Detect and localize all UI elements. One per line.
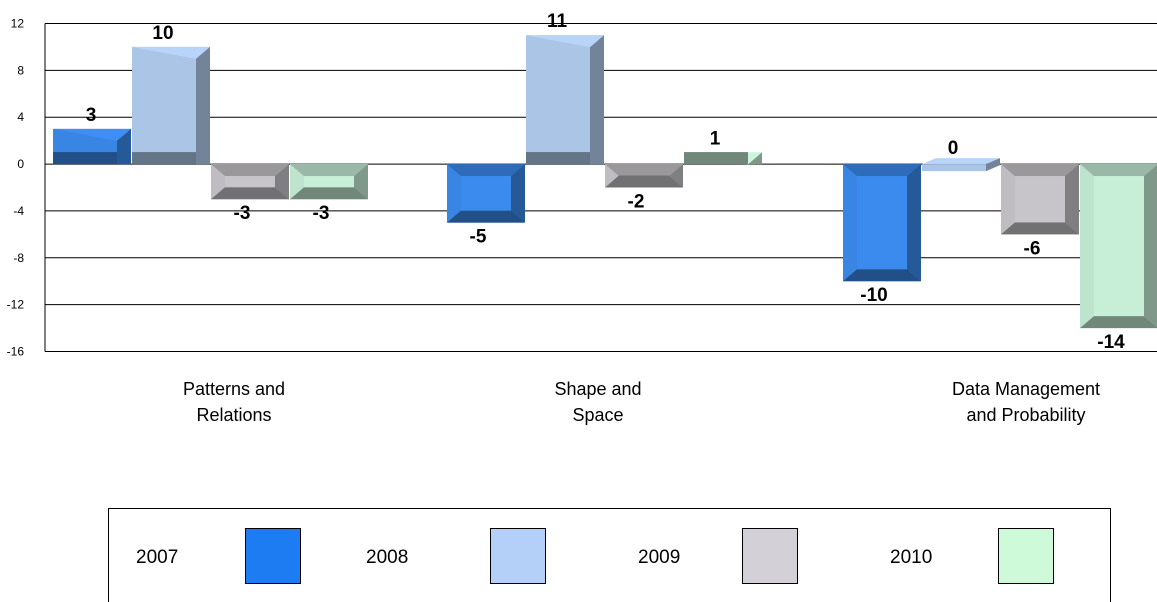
bar-inner-face <box>857 176 907 270</box>
bar-base-face <box>843 269 921 282</box>
bar-base-face <box>290 187 368 200</box>
bar-base-face <box>132 152 196 165</box>
bar-2010-2 <box>1080 164 1157 329</box>
bar-side-face <box>590 35 604 165</box>
bar-inner-face <box>461 176 511 211</box>
bar-top-face <box>1080 164 1157 177</box>
y-tick-label: -12 <box>7 298 25 312</box>
data-label: 10 <box>152 23 173 44</box>
bar-top-face <box>922 158 1000 165</box>
bar-base-face <box>684 152 748 165</box>
y-tick-label: -4 <box>13 204 24 218</box>
bar-2007-1 <box>447 164 525 223</box>
data-label: 1 <box>710 128 721 149</box>
bar-side-face <box>907 164 921 282</box>
category-label-line: Space <box>572 405 624 425</box>
bar-2009-2 <box>1001 164 1079 235</box>
bar-side-face <box>117 128 131 165</box>
legend-label-2007: 2007 <box>136 547 179 568</box>
y-tick-label: 4 <box>17 110 24 124</box>
bar-2007-0 <box>53 128 131 165</box>
bar-top-face <box>1001 164 1079 177</box>
bar-base-face <box>211 187 289 200</box>
bar-side-face <box>275 164 289 200</box>
bar-top-face <box>211 164 289 177</box>
category-label-line: Shape and <box>554 379 642 399</box>
y-tick-label: -8 <box>13 251 24 265</box>
legend-swatch-2008 <box>490 528 546 584</box>
category-label-line: Relations <box>196 405 272 425</box>
bar-2010-0 <box>290 164 368 200</box>
bar-side-face <box>1065 164 1079 235</box>
bar-side-face <box>354 164 368 200</box>
data-label: 3 <box>86 105 97 126</box>
legend-label-2008: 2008 <box>366 547 409 568</box>
bar-side-face <box>196 46 210 165</box>
bar-base-face <box>53 152 117 165</box>
bar-top-face <box>605 164 683 177</box>
bar-inner-face <box>1015 176 1065 223</box>
bar-inner-face <box>1094 176 1144 317</box>
data-label: 11 <box>547 11 568 32</box>
bar-base-face <box>605 175 683 188</box>
bar-2008-0 <box>132 46 210 165</box>
bar-top-face <box>290 164 368 177</box>
bar-2009-1 <box>605 164 683 188</box>
bar-2008-2 <box>922 158 1000 172</box>
category-label-line: Patterns and <box>182 379 286 399</box>
data-label: -2 <box>628 192 645 213</box>
bar-top-face <box>526 35 604 48</box>
y-tick-label: 0 <box>17 157 24 171</box>
bar-2007-2 <box>843 164 921 282</box>
bar-side-face <box>748 152 762 165</box>
bar-top-face <box>53 128 131 141</box>
bar-2009-0 <box>211 164 289 200</box>
bar-top-face <box>843 164 921 177</box>
category-label-shape: Shape and Space <box>498 376 698 428</box>
bar-side-face <box>511 164 525 223</box>
category-label-patterns: Patterns and Relations <box>134 376 334 428</box>
data-label: -6 <box>1024 238 1041 259</box>
category-label-data-management: Data Management and Probability <box>926 376 1126 428</box>
bar-base-face <box>447 210 525 223</box>
y-tick-label: -16 <box>7 345 25 359</box>
data-label: -14 <box>1097 332 1125 353</box>
bar-top-face <box>447 164 525 177</box>
legend-label-2009: 2009 <box>638 547 681 568</box>
data-label: 0 <box>948 138 959 159</box>
legend-swatch-2010 <box>998 528 1054 584</box>
data-label: -3 <box>313 203 330 224</box>
bar-front-face <box>922 164 986 172</box>
legend: 2007 2008 2009 2010 <box>108 508 1111 602</box>
bar-side-face <box>669 164 683 188</box>
data-label: -3 <box>234 203 251 224</box>
chart-plot: 12 8 4 0 -4 -8 -12 -16 3 10 -3 -3 -5 11 -2 1 -10 0 -6 -14 <box>7 11 1157 359</box>
bar-base-face <box>1001 222 1079 235</box>
bar-2010-1 <box>684 152 762 165</box>
data-label: -5 <box>470 227 487 248</box>
legend-swatch-2007 <box>245 528 301 584</box>
bar-base-face <box>1080 316 1157 329</box>
bar-base-face <box>526 152 590 165</box>
data-label: -10 <box>860 285 887 306</box>
bar-side-face <box>986 158 1000 172</box>
legend-swatch-2009 <box>742 528 798 584</box>
y-tick-label: 12 <box>11 17 25 31</box>
bar-2008-1 <box>526 35 604 165</box>
category-label-line: and Probability <box>966 405 1086 425</box>
category-label-line: Data Management <box>951 379 1101 399</box>
bar-inner-face <box>304 176 354 188</box>
bar-top-face <box>132 46 210 59</box>
bar-inner-face <box>225 176 275 188</box>
y-tick-label: 8 <box>17 63 24 77</box>
legend-label-2010: 2010 <box>890 547 933 568</box>
bar-side-face <box>1144 164 1157 328</box>
